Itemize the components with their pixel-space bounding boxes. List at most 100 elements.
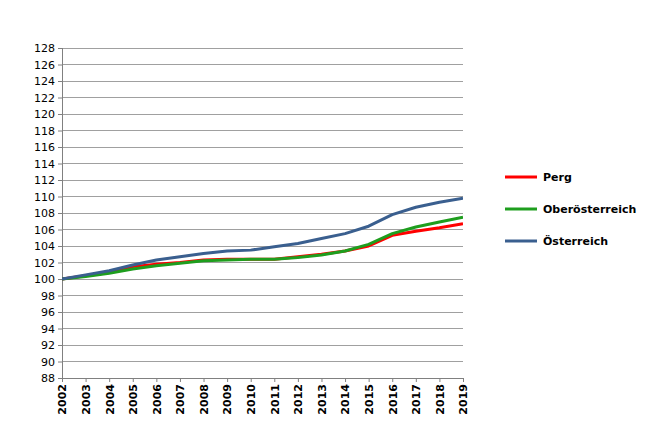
y-tick-label: 112: [34, 174, 55, 187]
x-tick-mark: [321, 378, 322, 382]
grid-line: [62, 328, 463, 329]
y-tick-mark: [58, 378, 62, 379]
grid-line: [62, 130, 463, 131]
y-tick: 104: [34, 240, 62, 253]
x-tick: 2007: [174, 378, 187, 415]
x-tick: 2006: [151, 378, 164, 415]
y-tick-mark: [58, 180, 62, 181]
x-tick-mark: [133, 378, 134, 382]
x-tick-label: 2012: [292, 384, 305, 415]
y-tick-mark: [58, 98, 62, 99]
y-tick: 90: [41, 356, 62, 369]
x-tick: 2015: [363, 378, 376, 415]
y-tick-label: 90: [41, 356, 55, 369]
legend-swatch: [505, 208, 537, 211]
x-tick-mark: [86, 378, 87, 382]
x-tick-mark: [62, 378, 63, 382]
x-tick-label: 2011: [269, 384, 282, 415]
x-tick-mark: [345, 378, 346, 382]
grid-line: [62, 180, 463, 181]
x-tick: 2011: [269, 378, 282, 415]
y-tick: 120: [34, 108, 62, 121]
grid-line: [62, 64, 463, 65]
x-tick-label: 2004: [104, 384, 117, 415]
x-tick: 2009: [221, 378, 234, 415]
y-tick-label: 106: [34, 224, 55, 237]
y-axis-line: [58, 49, 63, 379]
x-axis: 2002200320042005200620072008200920102011…: [56, 378, 470, 415]
x-tick-label: 2010: [245, 384, 258, 415]
grid-line: [62, 295, 463, 296]
y-tick-mark: [58, 114, 62, 115]
y-tick-label: 100: [34, 273, 55, 286]
x-tick: 2017: [410, 378, 423, 415]
y-tick-label: 102: [34, 257, 55, 270]
x-axis-line: [63, 379, 464, 383]
y-tick-mark: [58, 246, 62, 247]
x-tick-mark: [463, 378, 464, 382]
x-tick: 2003: [80, 378, 93, 415]
lines: [62, 198, 463, 279]
x-tick-mark: [109, 378, 110, 382]
y-tick: 122: [34, 92, 62, 105]
y-tick-mark: [58, 345, 62, 346]
grid-line: [62, 81, 463, 82]
y-tick-mark: [58, 48, 62, 49]
x-tick-label: 2015: [363, 384, 376, 415]
y-tick: 92: [41, 339, 62, 352]
x-tick-label: 2018: [434, 384, 447, 415]
y-tick-label: 124: [34, 75, 55, 88]
y-tick-mark: [58, 329, 62, 330]
x-tick-mark: [274, 378, 275, 382]
legend-item: Österreich: [505, 234, 608, 248]
y-tick-label: 118: [34, 125, 55, 138]
x-tick-mark: [156, 378, 157, 382]
x-tick-label: 2006: [151, 384, 164, 415]
x-tick-mark: [251, 378, 252, 382]
legend-label: Perg: [543, 171, 572, 184]
chart-svg: 8890929496981001021041061081101121141161…: [0, 0, 669, 432]
x-tick-label: 2009: [221, 384, 234, 415]
x-tick-mark: [180, 378, 181, 382]
y-tick-label: 104: [34, 240, 55, 253]
y-tick: 108: [34, 207, 62, 220]
y-tick-mark: [58, 362, 62, 363]
y-tick-mark: [58, 131, 62, 132]
grid-line: [62, 312, 463, 313]
grid: [62, 48, 463, 378]
y-tick: 124: [34, 75, 62, 88]
x-tick: 2018: [434, 378, 447, 415]
x-tick-label: 2007: [174, 384, 187, 415]
y-tick-mark: [58, 296, 62, 297]
y-tick: 100: [34, 273, 62, 286]
x-tick: 2004: [104, 378, 117, 415]
x-tick-label: 2002: [56, 384, 69, 415]
x-tick: 2012: [292, 378, 305, 415]
y-tick-label: 92: [41, 339, 55, 352]
x-tick-mark: [227, 378, 228, 382]
y-tick-label: 88: [41, 372, 55, 385]
y-tick-label: 108: [34, 207, 55, 220]
y-tick: 98: [41, 290, 62, 303]
y-tick-label: 122: [34, 92, 55, 105]
y-tick-mark: [58, 164, 62, 165]
grid-line: [62, 48, 463, 49]
y-tick: 106: [34, 224, 62, 237]
legend-label: Österreich: [543, 234, 608, 248]
x-tick-label: 2005: [127, 384, 140, 415]
x-tick-mark: [416, 378, 417, 382]
y-tick: 88: [41, 372, 62, 385]
y-tick-mark: [58, 213, 62, 214]
y-tick: 126: [34, 59, 62, 72]
y-tick-mark: [58, 147, 62, 148]
x-tick-mark: [204, 378, 205, 382]
grid-line: [62, 246, 463, 247]
x-tick-label: 2003: [80, 384, 93, 415]
y-axis: 8890929496981001021041061081101121141161…: [34, 42, 63, 385]
y-tick-label: 116: [34, 141, 55, 154]
y-tick-label: 120: [34, 108, 55, 121]
x-tick: 2010: [245, 378, 258, 415]
y-tick-label: 126: [34, 59, 55, 72]
y-tick-label: 96: [41, 306, 55, 319]
x-tick: 2002: [56, 378, 69, 415]
